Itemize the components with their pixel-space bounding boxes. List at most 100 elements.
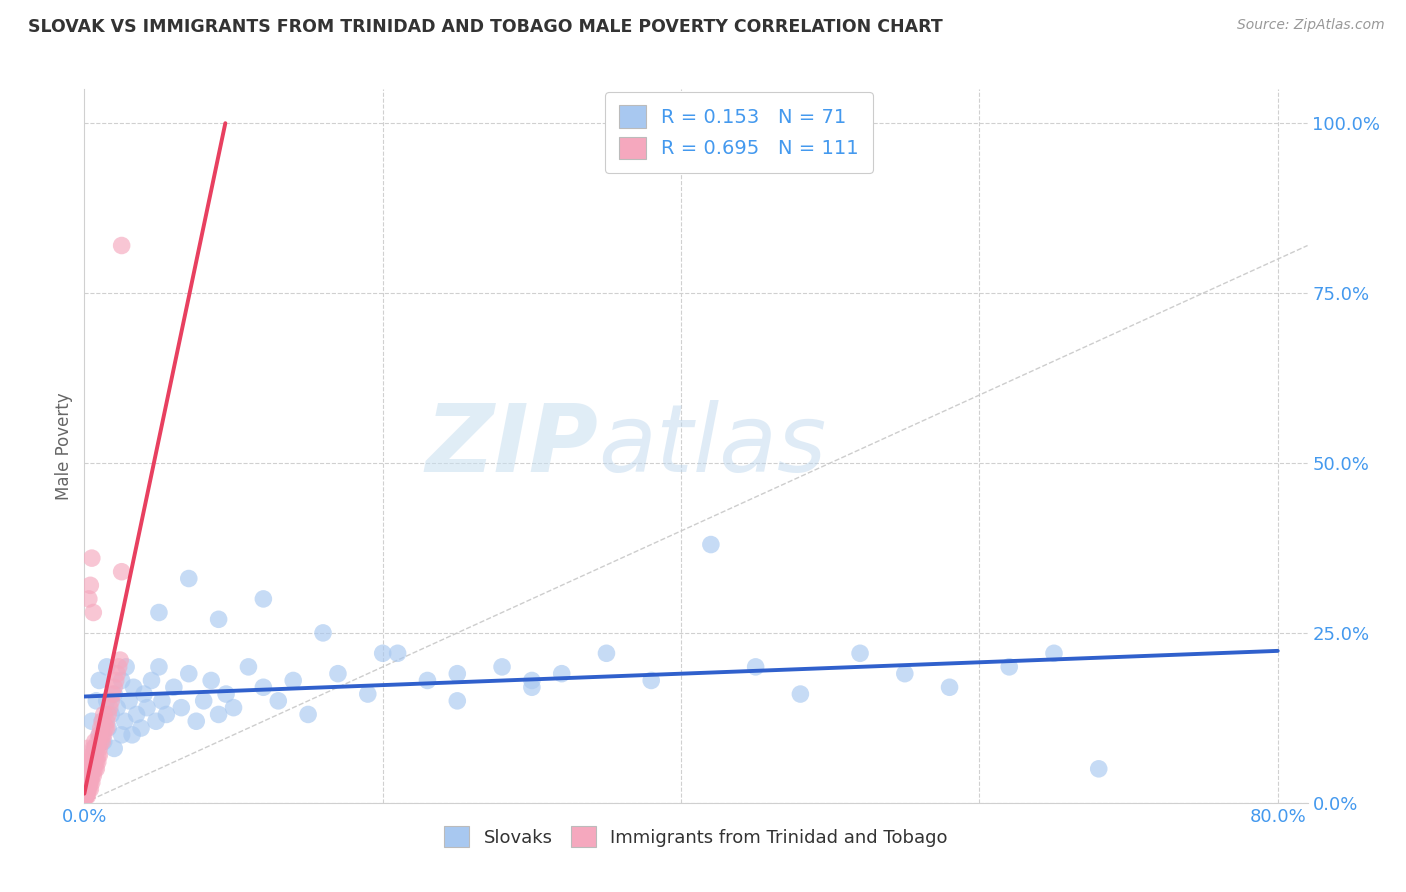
Point [789,687,811,701]
Point [73,782,96,797]
Point [73,782,96,797]
Point [87,748,110,763]
Point [82,741,104,756]
Point [73,789,96,803]
Point [93,728,115,742]
Point [75,782,97,797]
Point [83,762,105,776]
Point [91,714,114,729]
Point [83,741,105,756]
Point [252,591,274,606]
Point [73,789,96,803]
Point [446,694,468,708]
Point [77,591,100,606]
Point [79,775,101,789]
Point [80,748,103,763]
Point [104,673,127,688]
Point [73,789,96,803]
Point [73,775,96,789]
Point [101,687,124,701]
Point [105,700,128,714]
Point [77,775,100,789]
Point [80,762,103,776]
Point [79,755,101,769]
Point [103,741,125,756]
Point [82,769,104,783]
Point [76,782,98,797]
Point [76,769,98,783]
Point [73,789,96,803]
Point [82,748,104,763]
Point [640,673,662,688]
Point [491,660,513,674]
Point [79,769,101,783]
Point [83,748,105,763]
Point [84,762,107,776]
Point [82,606,104,620]
Point [1043,646,1066,660]
Point [75,775,97,789]
Point [83,755,105,769]
Point [100,707,122,722]
Point [77,782,100,797]
Point [77,762,100,776]
Point [105,666,128,681]
Point [207,707,229,722]
Point [145,714,167,729]
Point [82,755,104,769]
Point [84,755,107,769]
Point [111,728,134,742]
Point [77,775,100,789]
Point [73,789,96,803]
Text: SLOVAK VS IMMIGRANTS FROM TRINIDAD AND TOBAGO MALE POVERTY CORRELATION CHART: SLOVAK VS IMMIGRANTS FROM TRINIDAD AND T… [28,18,943,36]
Point [371,646,394,660]
Point [75,755,97,769]
Point [89,728,111,742]
Point [177,666,200,681]
Text: Source: ZipAtlas.com: Source: ZipAtlas.com [1237,18,1385,32]
Point [75,789,97,803]
Point [73,789,96,803]
Point [141,673,163,688]
Point [83,748,105,763]
Point [77,769,100,783]
Point [129,721,152,735]
Point [73,789,96,803]
Point [80,714,103,729]
Point [520,673,543,688]
Point [122,680,145,694]
Point [1087,762,1109,776]
Point [79,769,101,783]
Point [76,741,98,756]
Point [89,741,111,756]
Point [96,714,118,729]
Point [108,653,131,667]
Point [79,782,101,797]
Point [77,762,100,776]
Point [744,660,766,674]
Point [96,694,118,708]
Point [80,762,103,776]
Point [283,673,305,688]
Point [84,741,107,756]
Point [100,694,122,708]
Point [207,612,229,626]
Point [87,755,110,769]
Point [73,782,96,797]
Point [91,734,114,748]
Point [76,769,98,783]
Point [73,789,96,803]
Point [186,714,208,729]
Point [96,721,118,735]
Point [89,728,111,742]
Point [75,782,97,797]
Point [79,578,101,592]
Point [75,789,97,803]
Point [77,769,100,783]
Point [76,769,98,783]
Point [446,666,468,681]
Point [894,666,917,681]
Point [87,734,110,748]
Point [82,755,104,769]
Point [80,769,103,783]
